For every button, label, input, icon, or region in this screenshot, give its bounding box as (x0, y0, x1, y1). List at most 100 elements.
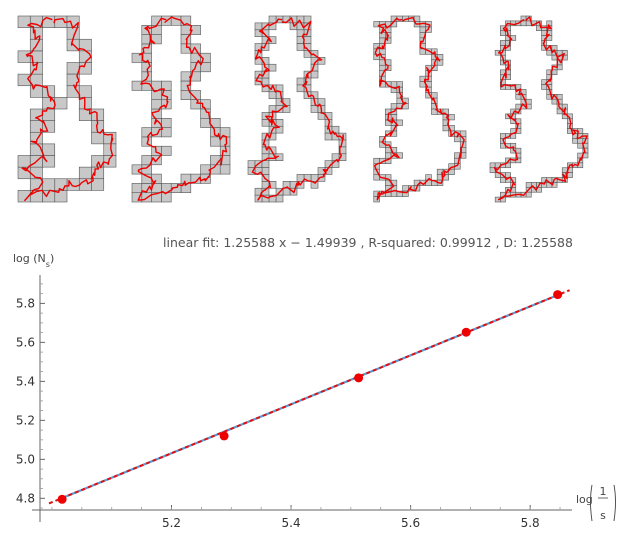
occupied-box (268, 15, 277, 24)
occupied-box (390, 81, 398, 88)
occupied-box (396, 119, 403, 126)
y-tick-label: 4.8 (16, 491, 35, 505)
occupied-box (500, 40, 506, 46)
occupied-box (261, 119, 270, 127)
data-point (57, 494, 67, 504)
occupied-box (448, 114, 455, 121)
occupied-box (373, 21, 380, 28)
occupied-box (303, 15, 312, 24)
occupied-box (180, 173, 192, 184)
scale-panel-5 (489, 15, 589, 203)
x-axis-label-left-paren (590, 484, 593, 522)
occupied-box (310, 105, 319, 113)
occupied-box (551, 98, 558, 105)
x-axis-label-right-paren (613, 484, 616, 522)
occupied-box (103, 143, 117, 156)
occupied-box (525, 182, 532, 188)
occupied-box (161, 118, 172, 128)
occupied-box (402, 185, 409, 192)
y-axis-label-log: log (N (13, 252, 46, 265)
occupied-box (247, 160, 256, 168)
occupied-box (515, 147, 522, 154)
occupied-box (29, 108, 43, 121)
data-point (553, 290, 563, 300)
occupied-box (254, 22, 263, 31)
occupied-box (261, 77, 270, 86)
occupied-box (289, 15, 298, 24)
occupied-box (303, 36, 312, 44)
occupied-box (219, 127, 231, 138)
x-axis-title: log 1 s (576, 484, 616, 522)
occupied-box (275, 119, 284, 127)
occupied-box (17, 190, 31, 203)
walk-curve (374, 16, 465, 201)
occupied-box (17, 155, 31, 168)
occupied-box (282, 181, 291, 189)
occupied-box (541, 84, 548, 90)
occupied-box (29, 85, 43, 98)
occupied-box (180, 24, 192, 35)
scale-panel-3 (247, 15, 347, 203)
y-axis-label-close: ) (50, 252, 54, 265)
occupied-box (431, 92, 438, 99)
occupied-box (268, 91, 277, 99)
occupied-box (141, 164, 152, 175)
occupied-box (131, 52, 143, 63)
occupied-box (66, 62, 80, 75)
occupied-box (442, 125, 450, 132)
occupied-box (17, 50, 31, 63)
y-axis-title: log (Ns) (13, 252, 54, 269)
occupied-box (310, 70, 319, 79)
walk-curve (251, 17, 344, 201)
fit-summary-title: linear fit: 1.25588 x − 1.49939 , R-squa… (163, 235, 573, 250)
y-tick-label: 5.6 (16, 335, 35, 349)
occupied-box (268, 181, 277, 189)
occupied-box (161, 192, 172, 203)
occupied-box (379, 32, 386, 39)
occupied-box (78, 166, 92, 180)
occupied-box (436, 168, 444, 175)
occupied-box (275, 194, 284, 203)
occupied-box (525, 191, 532, 198)
occupied-box (268, 63, 277, 72)
log-log-plot: log (Ns) log 1 s 4.85.05.25.45.65.85.2 5.… (13, 252, 616, 530)
y-tick-label: 5.2 (16, 413, 35, 427)
box-counting-panels (17, 15, 589, 203)
y-tick-label: 5.0 (16, 452, 35, 466)
x-axis-label-denominator: s (600, 509, 606, 522)
occupied-box (577, 138, 584, 144)
occupied-box (419, 26, 426, 33)
occupied-box (180, 71, 192, 82)
occupied-box (317, 98, 326, 106)
walk-curve (493, 16, 588, 201)
occupied-box (151, 90, 162, 101)
occupied-box (331, 153, 340, 161)
occupied-box (141, 127, 152, 138)
data-point (219, 431, 229, 441)
occupied-box (91, 178, 105, 191)
x-tick-label: 5.6 (401, 516, 420, 530)
walk-curve (21, 16, 114, 202)
occupied-box (261, 167, 270, 175)
scale-panel-1 (17, 15, 117, 203)
occupied-box (296, 84, 305, 93)
x-tick-label: 5.8 (521, 516, 540, 530)
x-axis-label-numerator: 1 (600, 485, 607, 498)
occupied-box (42, 178, 56, 191)
occupied-box (310, 181, 319, 189)
y-tick-label: 5.4 (16, 374, 35, 388)
occupied-box (78, 50, 92, 63)
occupied-box (103, 155, 117, 168)
occupied-box (78, 85, 92, 98)
occupied-box (54, 97, 68, 110)
scale-panel-4 (373, 15, 467, 203)
occupied-box (515, 94, 522, 100)
svg-text:log (Ns): log (Ns) (13, 252, 54, 269)
y-tick-label: 5.8 (16, 296, 35, 310)
occupied-box (219, 164, 231, 175)
data-point (461, 327, 471, 337)
occupied-box (556, 94, 563, 100)
occupied-box (200, 118, 211, 128)
occupied-box (577, 142, 584, 149)
